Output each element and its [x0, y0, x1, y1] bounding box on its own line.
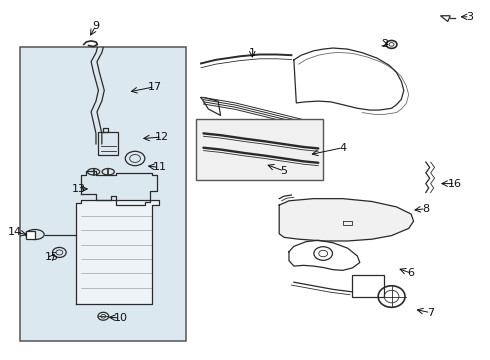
- Text: 12: 12: [155, 132, 169, 142]
- Text: 6: 6: [408, 268, 415, 278]
- Text: 2: 2: [381, 39, 388, 49]
- Text: 1: 1: [249, 48, 256, 58]
- Text: 7: 7: [427, 308, 434, 318]
- Polygon shape: [289, 240, 360, 270]
- Text: 5: 5: [281, 166, 288, 176]
- Text: 3: 3: [466, 12, 473, 22]
- Text: 11: 11: [152, 162, 167, 172]
- Text: 13: 13: [72, 184, 86, 194]
- Polygon shape: [279, 199, 414, 241]
- Text: 9: 9: [93, 21, 99, 31]
- Text: 14: 14: [8, 227, 23, 237]
- Bar: [26, 231, 35, 239]
- Text: 8: 8: [422, 204, 429, 214]
- Bar: [98, 132, 118, 155]
- Bar: [20, 47, 186, 341]
- Text: 15: 15: [45, 252, 59, 262]
- Polygon shape: [441, 16, 450, 22]
- Text: 16: 16: [448, 179, 462, 189]
- Text: 17: 17: [147, 82, 162, 92]
- Text: 4: 4: [339, 143, 346, 153]
- Text: 10: 10: [113, 313, 127, 323]
- Polygon shape: [76, 200, 159, 304]
- Bar: [196, 119, 323, 180]
- Bar: [352, 275, 384, 297]
